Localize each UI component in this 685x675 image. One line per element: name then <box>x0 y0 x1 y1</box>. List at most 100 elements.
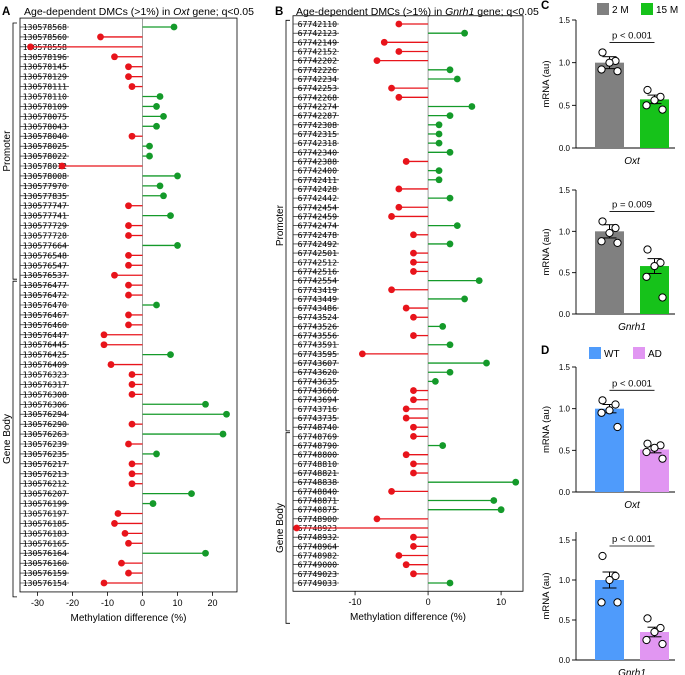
lollipop-dot <box>512 478 520 486</box>
data-point <box>650 443 659 452</box>
data-point <box>658 105 667 114</box>
plot-frame <box>19 17 238 593</box>
lollipop-dot <box>125 569 132 577</box>
lollipop-dot <box>128 381 136 388</box>
lollipop-dot <box>395 20 403 28</box>
lollipop-dot <box>446 579 454 587</box>
region-label: Gene Body <box>275 503 286 553</box>
chart-title: Age-dependent DMCs (>1%) in Gnrh1 gene; … <box>296 6 539 18</box>
gene-label: Oxt <box>624 156 641 167</box>
lollipop-dot <box>435 139 443 147</box>
lollipop-dot <box>410 387 417 394</box>
lollipop-dot <box>219 430 227 438</box>
data-point <box>605 575 614 585</box>
lollipop-dot <box>388 213 395 220</box>
lollipop-dot <box>388 84 395 92</box>
x-tick-label: 0 <box>426 597 431 607</box>
lollipop-dot <box>223 410 230 418</box>
lollipop-dot <box>410 268 417 275</box>
lollipop-dot <box>156 93 164 100</box>
significance-label: p < 0.001 <box>612 378 652 389</box>
lollipop-dot <box>395 552 403 559</box>
x-tick-label: 0 <box>140 598 145 608</box>
data-point <box>597 408 606 417</box>
lollipop-dot <box>146 142 153 150</box>
lollipop-dot <box>410 533 417 541</box>
data-point <box>658 454 667 463</box>
y-tick-label: 1.0 <box>559 59 571 68</box>
data-point <box>598 217 607 226</box>
lollipop-dot <box>125 63 132 71</box>
y-tick-label: 0.0 <box>559 310 571 319</box>
significance-label: p < 0.001 <box>612 534 652 545</box>
lollipop-dot <box>160 192 167 200</box>
y-tick-label: 0.5 <box>559 446 571 455</box>
lollipop-dot <box>410 313 417 321</box>
lollipop-dot <box>100 341 108 349</box>
lollipop-dot <box>174 172 181 180</box>
lollipop-dot <box>388 286 395 294</box>
plot-frame <box>292 15 524 592</box>
lollipop-dot <box>380 38 388 46</box>
lollipop-dot <box>402 158 410 165</box>
y-tick-label: 1.5 <box>559 16 571 25</box>
lollipop-dot <box>125 321 132 329</box>
x-tick-label: 10 <box>172 598 182 608</box>
lollipop-dot <box>446 148 454 156</box>
lollipop-dot <box>402 561 410 569</box>
gene-label: Gnrh1 <box>618 668 646 675</box>
data-point <box>597 598 606 607</box>
x-tick-label: -10 <box>101 598 114 608</box>
lollipop-dot <box>202 549 209 557</box>
data-point <box>613 598 622 607</box>
lollipop-dot <box>146 152 153 160</box>
legend-swatch <box>597 3 609 15</box>
lollipop-dot <box>125 539 132 547</box>
y-tick-label: 0.5 <box>559 269 571 278</box>
lollipop-dot <box>402 451 410 459</box>
lollipop-dot <box>153 103 160 110</box>
lollipop-dot <box>395 185 403 193</box>
lollipop-dot <box>435 176 443 184</box>
legend-swatch <box>641 3 653 15</box>
lollipop-dot <box>395 48 403 55</box>
lollipop-dot <box>111 53 118 61</box>
lollipop-dot <box>188 490 195 498</box>
gene-label: Oxt <box>624 500 641 511</box>
region-bracket <box>12 280 17 598</box>
lollipop-dot <box>128 470 136 478</box>
lollipop-dot <box>446 368 454 376</box>
data-point <box>597 65 606 74</box>
region-bracket <box>12 22 17 280</box>
lollipop-dot <box>100 331 108 339</box>
lollipop-dot <box>410 258 417 266</box>
panel-label-A: A <box>2 6 10 18</box>
legend-label: AD <box>648 349 662 360</box>
y-axis-label: mRNA (au) <box>541 406 552 453</box>
panel-label-C: C <box>541 0 549 12</box>
lollipop-dot <box>125 440 132 448</box>
lollipop-dot <box>435 130 443 138</box>
x-tick-label: -30 <box>31 598 44 608</box>
lollipop-dot <box>149 500 157 507</box>
data-point <box>605 228 614 238</box>
lollipop-dot <box>490 497 498 504</box>
lollipop-dot <box>483 359 490 367</box>
x-axis-label: Methylation difference (%) <box>350 612 466 623</box>
lollipop-dot <box>373 57 381 65</box>
significance-label: p = 0.009 <box>612 199 652 210</box>
y-axis-label: mRNA (au) <box>541 573 552 620</box>
lollipop-dot <box>121 529 129 537</box>
lollipop-dot <box>118 559 125 567</box>
lollipop-dot <box>395 93 403 101</box>
lollipop-dot <box>128 420 136 428</box>
lollipop-dot <box>453 222 461 230</box>
data-point <box>642 101 651 110</box>
lollipop-dot <box>410 570 417 578</box>
x-axis-label: Methylation difference (%) <box>71 613 187 624</box>
y-tick-label: 0.5 <box>559 101 571 110</box>
lollipop-dot <box>410 249 417 257</box>
lollipop-dot <box>395 203 403 211</box>
panel-label-D: D <box>541 345 549 357</box>
legend-label: 2 M <box>612 5 629 16</box>
